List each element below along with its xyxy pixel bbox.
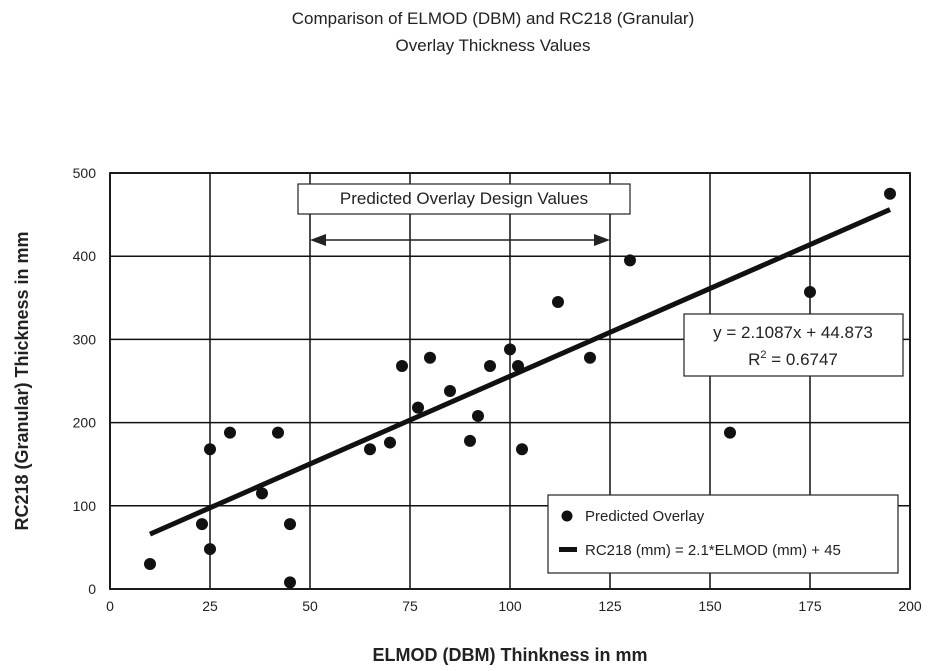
legend: Predicted Overlay RC218 (mm) = 2.1*ELMOD… — [547, 494, 899, 574]
x-tick-label: 150 — [698, 598, 722, 614]
design-range-annotation: Predicted Overlay Design Values — [297, 183, 631, 246]
data-point — [224, 426, 236, 439]
x-axis-label: ELMOD (DBM) Thinkness in mm — [372, 645, 647, 665]
data-point — [204, 443, 216, 456]
x-tick-label: 25 — [202, 598, 218, 614]
data-point — [256, 487, 268, 500]
r-squared-text: R2 = 0.6747 — [748, 349, 838, 369]
data-point — [552, 295, 564, 308]
x-tick-labels: 0 25 50 75 100 125 150 175 200 — [106, 598, 922, 614]
equation-text: y = 2.1087x + 44.873 — [713, 323, 873, 342]
data-point — [472, 409, 484, 422]
y-tick-label: 0 — [88, 581, 96, 597]
data-point — [464, 434, 476, 447]
data-point — [516, 443, 528, 456]
y-tick-label: 100 — [73, 498, 97, 514]
chart-title-line-1: Comparison of ELMOD (DBM) and RC218 (Gra… — [292, 9, 694, 28]
x-tick-label: 200 — [898, 598, 922, 614]
arrow-right-head — [594, 234, 610, 246]
data-point — [512, 360, 524, 373]
data-point — [144, 558, 156, 571]
legend-frame — [547, 494, 899, 574]
data-point — [504, 343, 516, 356]
data-point — [444, 384, 456, 397]
y-axis-label: RC218 (Granular) Thickness in mm — [12, 231, 32, 530]
data-point — [624, 254, 636, 267]
data-point — [396, 360, 408, 373]
data-point — [384, 436, 396, 449]
legend-line-marker — [559, 547, 577, 552]
equation-box: y = 2.1087x + 44.873 R2 = 0.6747 — [683, 313, 904, 377]
data-point — [412, 401, 424, 414]
x-tick-label: 75 — [402, 598, 418, 614]
data-point — [484, 360, 496, 373]
data-points — [144, 187, 896, 589]
data-point — [204, 543, 216, 556]
arrow-left-head — [310, 234, 326, 246]
chart-title-line-2: Overlay Thickness Values — [396, 36, 591, 55]
plot-frame — [109, 172, 911, 590]
data-point — [584, 351, 596, 364]
x-tick-label: 50 — [302, 598, 318, 614]
data-point — [724, 426, 736, 439]
data-point — [804, 285, 816, 298]
y-tick-label: 400 — [73, 248, 97, 264]
data-point — [284, 518, 296, 531]
legend-entry-points: Predicted Overlay — [585, 508, 705, 525]
data-point — [196, 518, 208, 531]
legend-entry-line: RC218 (mm) = 2.1*ELMOD (mm) + 45 — [585, 542, 841, 559]
data-point — [272, 426, 284, 439]
x-tick-label: 175 — [798, 598, 822, 614]
regression-line — [148, 207, 892, 537]
equation-frame — [683, 313, 904, 377]
y-tick-label: 500 — [73, 165, 97, 181]
data-point — [424, 351, 436, 364]
x-tick-label: 100 — [498, 598, 522, 614]
data-point — [884, 187, 896, 200]
y-tick-label: 300 — [73, 331, 97, 347]
data-point — [364, 443, 376, 456]
y-tick-labels: 0 100 200 300 400 500 — [73, 165, 97, 597]
x-tick-label: 0 — [106, 598, 114, 614]
range-label: Predicted Overlay Design Values — [340, 189, 588, 208]
legend-point-marker — [561, 510, 573, 522]
y-tick-label: 200 — [73, 415, 97, 431]
data-point — [284, 576, 296, 589]
range-label-box — [297, 183, 631, 215]
x-tick-label: 125 — [598, 598, 622, 614]
